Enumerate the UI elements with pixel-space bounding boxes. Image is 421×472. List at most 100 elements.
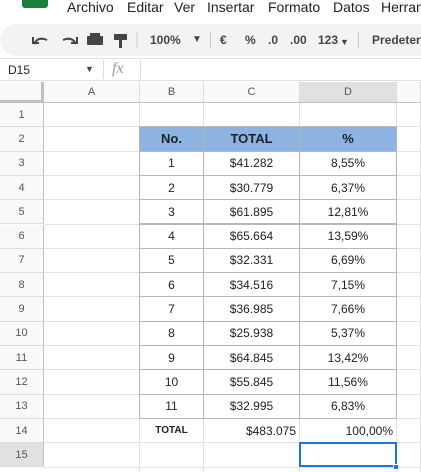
table-cell[interactable]: $65.664 <box>203 223 300 249</box>
column-header[interactable] <box>397 82 421 103</box>
row-header[interactable]: 3 <box>0 151 44 176</box>
menu-item[interactable]: Herran <box>381 0 421 15</box>
dropdown-arrow[interactable]: ▼ <box>340 37 349 47</box>
menu-item[interactable]: Ver <box>174 0 196 15</box>
paint-format-icon[interactable] <box>114 34 127 40</box>
zoom[interactable]: 100% <box>150 33 181 47</box>
row-header[interactable]: 2 <box>0 127 44 152</box>
separator <box>103 60 104 79</box>
table-cell[interactable]: $25.938 <box>203 320 300 346</box>
font-select[interactable]: Predeterm <box>372 33 421 47</box>
paint-format-handle <box>119 40 122 48</box>
row-header[interactable]: 15 <box>0 443 44 468</box>
table-cell[interactable]: 9 <box>139 345 204 371</box>
row-header[interactable]: 9 <box>0 297 44 322</box>
column-header[interactable]: A <box>44 82 140 103</box>
table-cell[interactable]: 11,56% <box>299 369 397 395</box>
row-header[interactable]: 7 <box>0 248 44 274</box>
menu-item[interactable]: Insertar <box>207 0 255 15</box>
column-header[interactable]: B <box>140 82 204 103</box>
row-header[interactable]: 12 <box>0 370 44 395</box>
table-cell[interactable]: $34.516 <box>203 272 300 298</box>
row-header[interactable]: 6 <box>0 224 44 249</box>
table-cell[interactable]: 7,15% <box>299 272 397 298</box>
redo-arrow <box>71 37 78 44</box>
toolbar <box>0 24 421 56</box>
menu-bar: Archivo Editar Ver Insertar Formato Datos Herr… <box>0 0 421 22</box>
table-cell[interactable]: 7 <box>139 296 204 322</box>
menu-item[interactable]: Archivo <box>67 0 114 15</box>
column-header[interactable]: D <box>300 82 397 103</box>
row-header[interactable]: 14 <box>0 418 44 444</box>
table-cell[interactable]: 6,37% <box>299 174 397 201</box>
table-cell[interactable]: 13,59% <box>299 223 397 249</box>
dropdown-arrow[interactable]: ▼ <box>192 34 202 45</box>
separator <box>210 32 211 48</box>
name-box[interactable]: D15 <box>8 63 31 77</box>
row-header[interactable]: 10 <box>0 321 44 346</box>
row-header[interactable]: 13 <box>0 394 44 419</box>
number-format[interactable]: 123 <box>318 33 339 47</box>
fill-handle[interactable] <box>393 463 399 470</box>
menu-item[interactable]: Formato <box>268 0 321 15</box>
total-percent[interactable]: 100,00% <box>345 423 393 438</box>
table-cell[interactable]: 6,83% <box>299 393 397 419</box>
table-cell[interactable]: 5 <box>139 247 204 274</box>
percent-button[interactable]: % <box>245 33 256 47</box>
table-cell[interactable]: $41.282 <box>203 150 300 176</box>
print-top <box>90 33 100 37</box>
row-header[interactable]: 1 <box>0 103 44 128</box>
table-cell[interactable]: $36.985 <box>203 296 300 322</box>
separator <box>140 60 141 79</box>
table-cell[interactable]: 7,66% <box>299 296 397 322</box>
menu-item[interactable]: Datos <box>333 0 370 15</box>
table-cell[interactable]: $55.845 <box>203 369 300 395</box>
table-cell[interactable]: 6 <box>139 272 204 298</box>
grid-line <box>44 442 421 444</box>
table-cell[interactable]: 8 <box>139 320 204 346</box>
table-cell[interactable]: $32.331 <box>203 247 300 274</box>
total-label[interactable]: TOTAL <box>155 425 188 437</box>
table-cell[interactable]: $30.779 <box>203 174 300 201</box>
formula-icon: fx <box>112 60 124 77</box>
print-icon[interactable] <box>87 36 103 45</box>
table-cell[interactable]: 11 <box>139 393 204 419</box>
table-cell[interactable]: 4 <box>139 223 204 249</box>
toolbar-icons <box>32 32 138 48</box>
currency-button[interactable]: € <box>220 33 227 47</box>
table-cell[interactable]: $32.995 <box>203 393 300 419</box>
sheets-logo[interactable] <box>22 0 48 8</box>
row-header[interactable]: 11 <box>0 346 44 371</box>
column-header[interactable]: C <box>204 82 300 103</box>
increase-decimal[interactable]: .00 <box>290 33 307 47</box>
grid-line <box>44 466 421 468</box>
total-value[interactable]: $483.075 <box>245 423 296 438</box>
grid: A B C D 1 2 3 4 5 6 7 8 9 10 11 12 13 14 15 No. TOTAL% 1 $41.2… <box>0 82 421 472</box>
row-header[interactable]: 5 <box>0 200 44 225</box>
undo-arrow <box>32 37 39 44</box>
corner <box>0 82 44 103</box>
table-cell[interactable]: 13,42% <box>299 345 397 371</box>
table-header-cell[interactable]: TOTAL <box>203 126 300 152</box>
table-header-cell[interactable]: No. <box>139 126 204 152</box>
decrease-decimal[interactable]: .0 <box>268 33 279 47</box>
table-cell[interactable]: 3 <box>139 199 204 225</box>
table-cell[interactable]: 2 <box>139 174 204 201</box>
table-header-cell[interactable]: % <box>299 126 397 152</box>
name-box-arrow[interactable]: ▼ <box>85 64 94 74</box>
row-header[interactable]: 8 <box>0 273 44 298</box>
table-cell[interactable]: 12,81% <box>299 199 397 225</box>
menu-item[interactable]: Editar <box>127 0 164 15</box>
separator <box>358 32 359 48</box>
table-cell[interactable]: 10 <box>139 369 204 395</box>
formula-bar <box>0 58 421 81</box>
table-cell[interactable]: $64.845 <box>203 345 300 371</box>
table-cell[interactable]: $61.895 <box>203 199 300 225</box>
table-cell[interactable]: 6,69% <box>299 247 397 274</box>
selected-cell <box>299 442 397 468</box>
row-header[interactable]: 4 <box>0 175 44 201</box>
table-cell[interactable]: 5,37% <box>299 320 397 346</box>
table-cell[interactable]: 8,55% <box>299 150 397 176</box>
table-cell[interactable]: 1 <box>139 150 204 176</box>
